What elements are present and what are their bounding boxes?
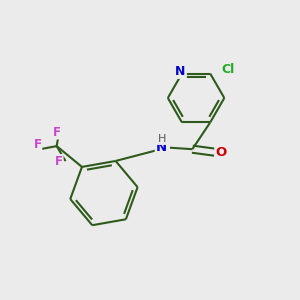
Text: F: F [34,138,42,151]
Text: F: F [55,154,63,168]
Text: N: N [175,65,186,78]
Text: H: H [158,134,166,144]
Text: O: O [216,146,227,159]
Text: F: F [53,126,61,139]
Text: N: N [155,141,167,154]
Text: Cl: Cl [221,63,235,76]
